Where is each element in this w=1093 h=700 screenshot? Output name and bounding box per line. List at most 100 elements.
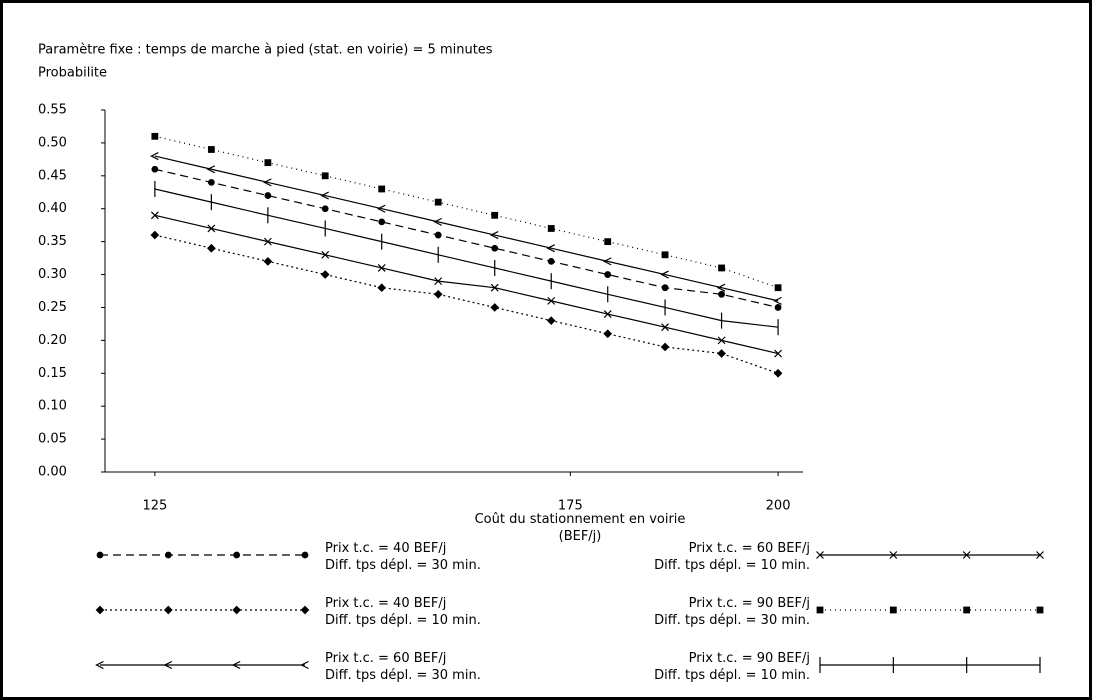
- data-point: [264, 159, 272, 167]
- legend-marker: [233, 551, 241, 559]
- legend-marker: [95, 605, 105, 615]
- data-point: [321, 250, 330, 259]
- legend-marker: [1036, 606, 1044, 614]
- legend-marker: [231, 660, 241, 670]
- y-tick-label: 0.35: [38, 234, 67, 249]
- data-point: [434, 277, 443, 286]
- y-axis-label: Probabilite: [38, 66, 107, 81]
- legend-label: Prix t.c. = 90 BEF/j Diff. tps dépl. = 3…: [654, 596, 810, 628]
- data-point: [661, 251, 669, 259]
- x-tick-label: 200: [766, 499, 791, 514]
- series-line: [154, 188, 779, 328]
- data-point: [151, 165, 159, 173]
- data-point: [321, 172, 329, 180]
- data-point: [263, 237, 272, 246]
- data-point: [718, 290, 725, 298]
- data-point: [547, 257, 555, 265]
- y-tick-label: 0.25: [38, 300, 67, 315]
- legend-marker: [95, 660, 104, 670]
- data-point: [206, 165, 216, 174]
- data-point: [377, 264, 386, 272]
- legend-label: Prix t.c. = 90 BEF/j Diff. tps dépl. = 1…: [654, 651, 810, 683]
- data-point: [491, 211, 499, 219]
- series-line: [154, 155, 779, 302]
- data-point: [603, 329, 613, 339]
- legend-marker: [962, 551, 971, 559]
- data-point: [320, 191, 329, 200]
- data-point: [433, 289, 443, 299]
- series-line: [154, 214, 779, 355]
- data-point: [151, 132, 159, 140]
- data-point: [150, 230, 160, 240]
- y-tick-label: 0.55: [38, 103, 67, 118]
- legend-marker: [816, 606, 824, 614]
- data-point: [716, 283, 726, 292]
- data-point: [546, 244, 555, 253]
- data-point: [602, 257, 612, 266]
- data-point: [547, 225, 555, 232]
- data-point: [773, 368, 783, 378]
- legend-marker: [164, 551, 172, 559]
- data-point: [378, 218, 386, 226]
- data-point: [263, 178, 272, 187]
- data-point: [773, 296, 782, 305]
- data-point: [547, 296, 556, 305]
- data-point: [661, 323, 669, 332]
- legend-marker: [96, 551, 104, 559]
- data-point: [660, 270, 669, 279]
- legend-marker: [1036, 551, 1044, 559]
- legend-label: Prix t.c. = 60 BEF/j Diff. tps dépl. = 1…: [654, 541, 810, 573]
- y-tick-label: 0.10: [38, 399, 67, 414]
- legend-label: Prix t.c. = 60 BEF/j Diff. tps dépl. = 3…: [325, 651, 481, 683]
- y-tick-label: 0.45: [38, 168, 67, 183]
- y-tick-label: 0.05: [38, 432, 67, 447]
- data-point: [433, 217, 442, 226]
- legend-marker: [963, 606, 971, 614]
- data-point: [378, 185, 386, 193]
- legend-marker: [889, 551, 898, 559]
- data-point: [660, 342, 670, 352]
- legend-marker: [300, 660, 309, 670]
- y-tick-label: 0.50: [38, 135, 67, 150]
- legend-marker: [232, 605, 242, 615]
- y-tick-label: 0.15: [38, 366, 67, 381]
- y-tick-label: 0.30: [38, 267, 67, 282]
- data-point: [774, 304, 782, 311]
- legend-label: Prix t.c. = 40 BEF/j Diff. tps dépl. = 1…: [325, 596, 481, 628]
- data-point: [434, 198, 442, 206]
- data-point: [263, 257, 273, 266]
- series-line: [154, 234, 779, 374]
- legend-marker: [163, 660, 173, 670]
- y-tick-label: 0.40: [38, 201, 67, 216]
- data-point: [207, 224, 216, 233]
- data-point: [264, 192, 272, 199]
- data-point: [774, 349, 782, 358]
- y-tick-label: 0.20: [38, 333, 67, 348]
- legend-marker: [163, 605, 173, 615]
- data-point: [490, 303, 500, 312]
- legend-marker: [816, 551, 824, 559]
- chart-title: Paramètre fixe : temps de marche à pied …: [38, 43, 493, 58]
- legend-label: Prix t.c. = 40 BEF/j Diff. tps dépl. = 3…: [325, 541, 481, 573]
- data-point: [717, 349, 726, 358]
- data-point: [320, 270, 330, 279]
- data-point: [150, 152, 159, 161]
- legend-marker: [889, 606, 897, 614]
- data-point: [207, 146, 215, 153]
- x-tick-label: 175: [558, 499, 583, 514]
- data-point: [489, 231, 499, 240]
- y-tick-label: 0.00: [38, 465, 67, 480]
- data-point: [774, 284, 782, 292]
- data-point: [490, 283, 499, 292]
- series-line: [154, 168, 779, 309]
- data-point: [718, 264, 725, 272]
- x-axis-label: Coût du stationnement en voirie (BEF/j): [474, 512, 686, 544]
- data-point: [661, 284, 669, 292]
- data-point: [376, 204, 386, 213]
- data-point: [604, 238, 612, 246]
- data-point: [491, 244, 499, 252]
- series-line: [154, 135, 779, 289]
